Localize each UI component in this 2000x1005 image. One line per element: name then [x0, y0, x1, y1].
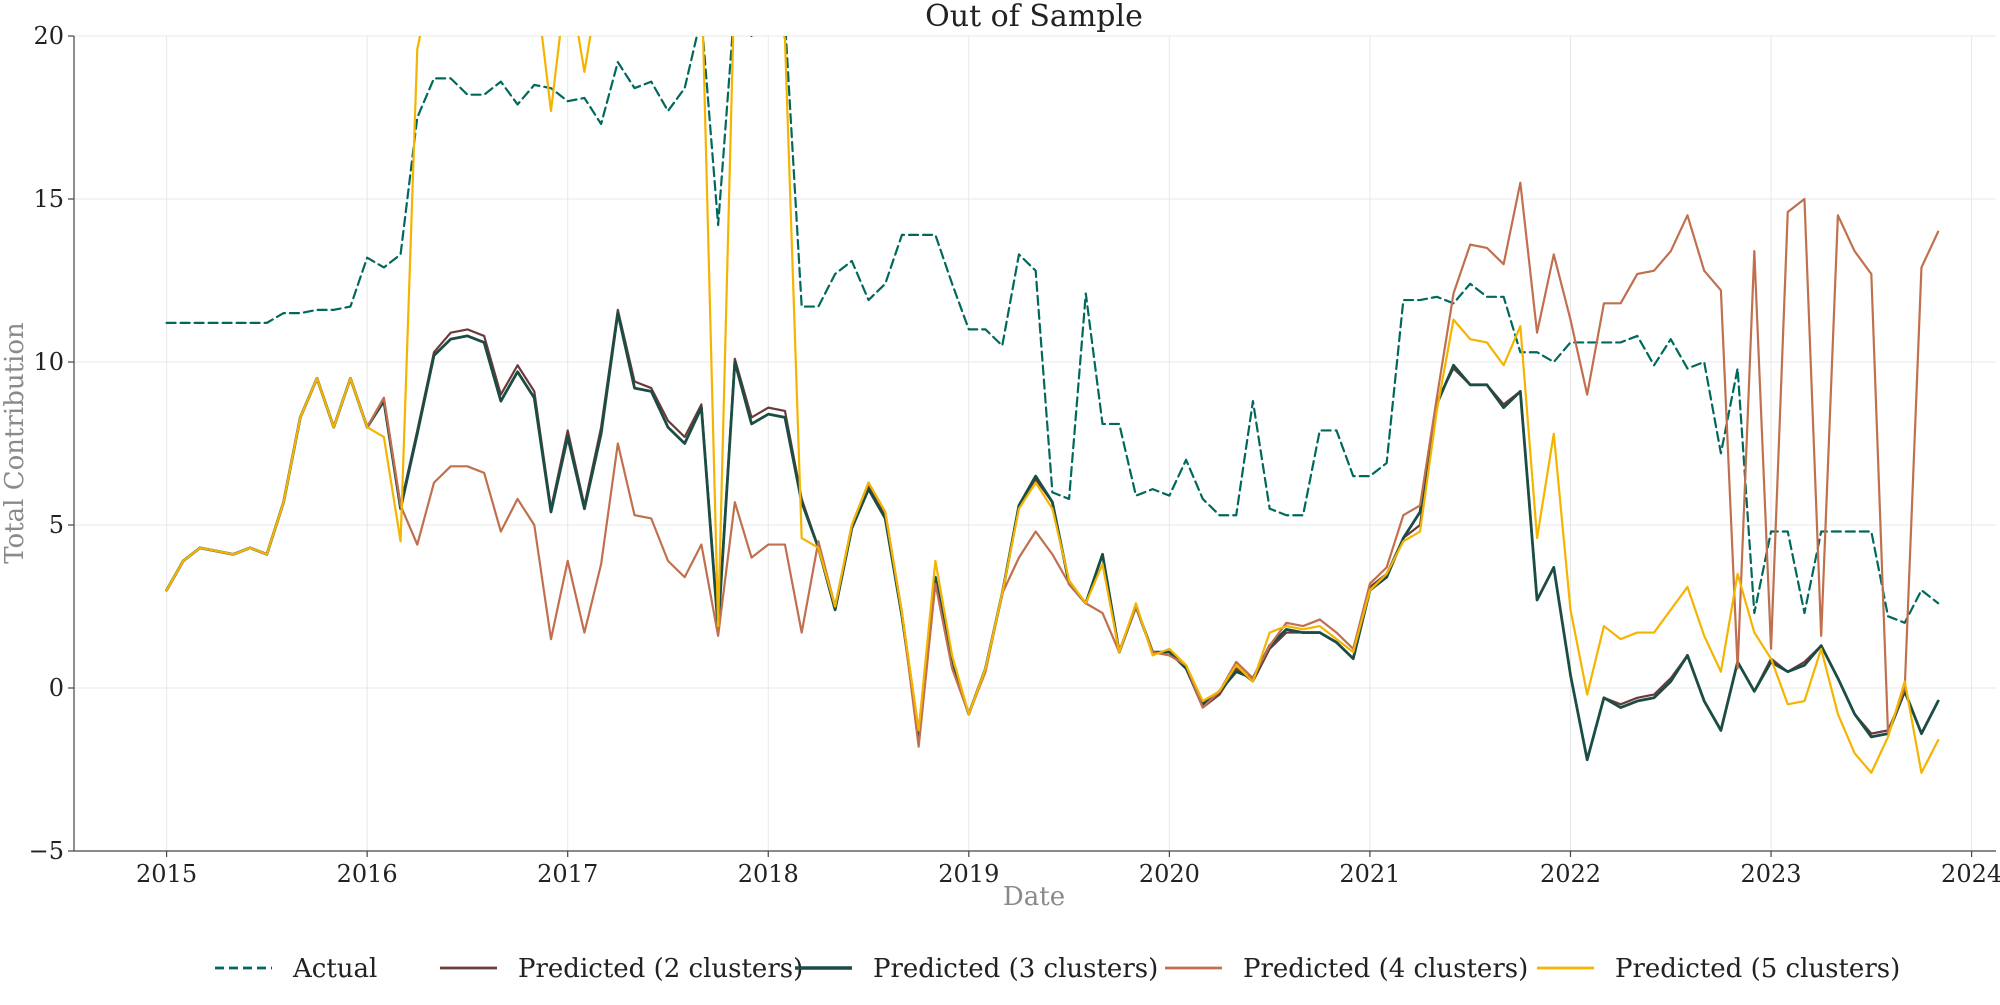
series-line-4	[165, 181, 1940, 748]
y-axis-label: Total Contribution	[0, 322, 30, 564]
x-tick-label: 2023	[1740, 860, 1801, 888]
series-lines	[165, 36, 1940, 774]
legend: Actual Predicted (2 clusters) Predicted (3…	[215, 954, 1900, 984]
axes	[68, 35, 1996, 857]
y-tick-label: −5	[29, 837, 64, 865]
x-tick-label: 2020	[1139, 860, 1200, 888]
tick-labels: 2015 2016 2017 2018 2019 2020 2021 2022 2023 2024…	[29, 22, 2000, 888]
y-tick-label: 0	[49, 674, 64, 702]
x-axis-label: Date	[1003, 882, 1065, 912]
x-tick-label: 2022	[1540, 860, 1601, 888]
legend-label-1: Actual	[292, 954, 377, 984]
series-line-5	[165, 36, 1940, 774]
x-tick-label: 2015	[136, 860, 197, 888]
series-line-2	[165, 308, 1940, 761]
legend-label-3: Predicted (3 clusters)	[873, 954, 1158, 984]
y-tick-label: 10	[33, 348, 64, 376]
x-tick-label: 2018	[738, 860, 799, 888]
legend-label-2: Predicted (2 clusters)	[518, 954, 803, 984]
series-line-1	[165, 36, 1940, 624]
y-tick-label: 20	[33, 22, 64, 50]
x-tick-label: 2017	[537, 860, 598, 888]
y-tick-label: 5	[49, 511, 64, 539]
x-tick-label: 2016	[337, 860, 398, 888]
chart-title: Out of Sample	[925, 0, 1143, 34]
legend-label-4: Predicted (4 clusters)	[1243, 954, 1528, 984]
y-tick-label: 15	[33, 185, 64, 213]
x-tick-label: 2019	[938, 860, 999, 888]
x-tick-label: 2024	[1941, 860, 2000, 888]
grid	[74, 35, 1996, 852]
legend-label-5: Predicted (5 clusters)	[1615, 954, 1900, 984]
series-line-3	[165, 311, 1940, 762]
x-tick-label: 2021	[1339, 860, 1400, 888]
